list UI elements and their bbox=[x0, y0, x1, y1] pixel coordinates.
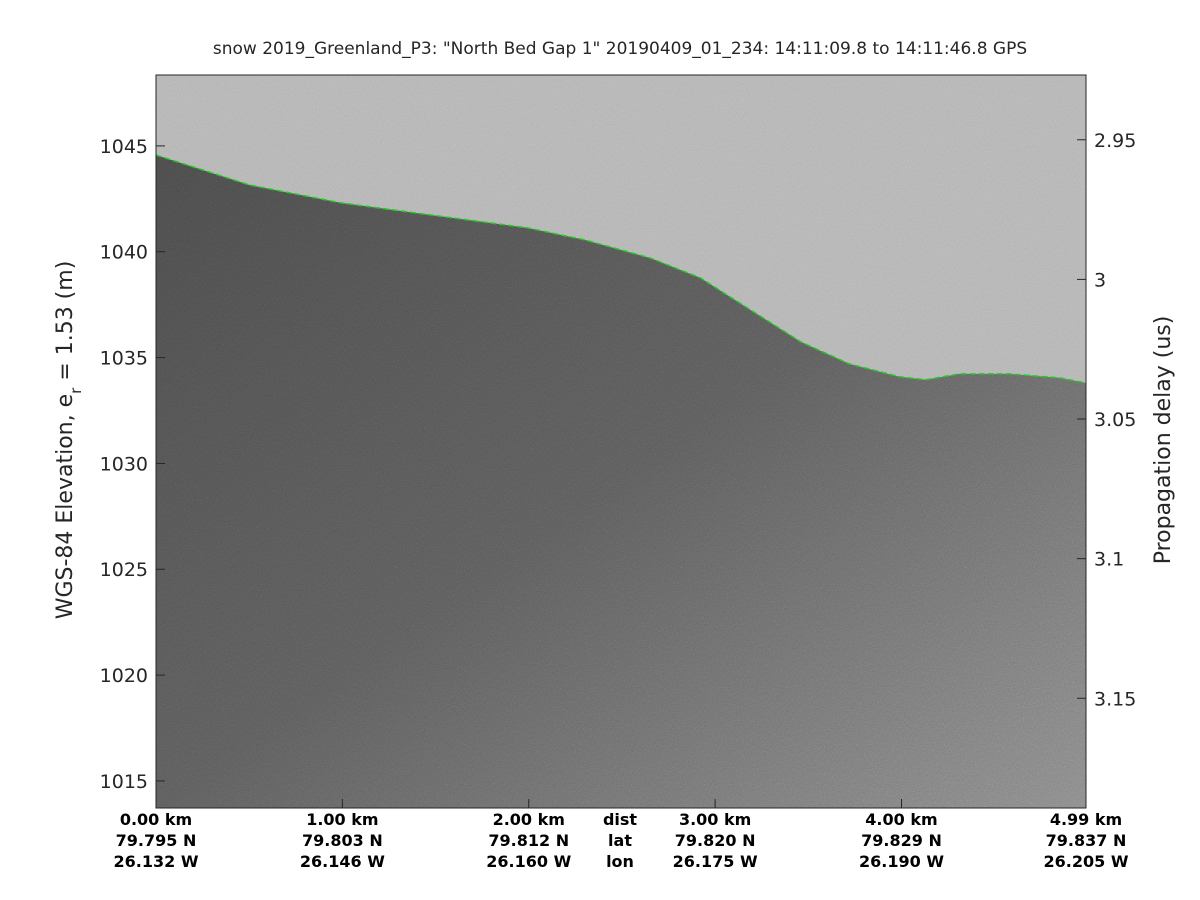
y-label-text: WGS-84 Elevation, e bbox=[53, 394, 78, 619]
y-axis-label: WGS-84 Elevation, er = 1.53 (m) bbox=[53, 261, 85, 620]
x-tick-lat: 79.795 N bbox=[116, 831, 197, 850]
y-label-suffix: = 1.53 (m) bbox=[53, 261, 78, 388]
x-tick-label: 4.00 km bbox=[865, 810, 937, 829]
y2-tick-label: 3 bbox=[1094, 269, 1106, 291]
y-label-subscript: r bbox=[67, 387, 85, 394]
y2-tick-label: 3.1 bbox=[1094, 549, 1124, 571]
y2-tick-label: 2.95 bbox=[1094, 130, 1136, 152]
x-tick-lat: 79.820 N bbox=[675, 831, 756, 850]
row-label: lat bbox=[608, 831, 632, 850]
x-tick-lat: 79.829 N bbox=[861, 831, 942, 850]
row-label: dist bbox=[603, 810, 637, 829]
y2-axis-label: Propagation delay (us) bbox=[1151, 316, 1176, 565]
y2-tick-label: 3.05 bbox=[1094, 409, 1136, 431]
x-tick-label: 1.00 km bbox=[306, 810, 378, 829]
x-tick-lat: 79.803 N bbox=[302, 831, 383, 850]
y-tick-label: 1030 bbox=[100, 453, 148, 475]
y-tick-label: 1035 bbox=[100, 348, 148, 370]
chart-title: snow 2019_Greenland_P3: "North Bed Gap 1… bbox=[213, 39, 1027, 59]
echogram-image bbox=[156, 75, 1086, 808]
y-tick-label: 1040 bbox=[100, 242, 148, 264]
x-tick-lon: 26.132 W bbox=[114, 852, 199, 871]
x-tick-lat: 79.837 N bbox=[1046, 831, 1127, 850]
row-label: lon bbox=[606, 852, 634, 871]
x-tick-lon: 26.175 W bbox=[673, 852, 758, 871]
x-tick-label: 0.00 km bbox=[120, 810, 192, 829]
x-tick-label: 2.00 km bbox=[493, 810, 565, 829]
y-tick-label: 1025 bbox=[100, 559, 148, 581]
y-tick-label: 1015 bbox=[100, 771, 148, 793]
x-tick-lon: 26.146 W bbox=[300, 852, 385, 871]
x-tick-label: 3.00 km bbox=[679, 810, 751, 829]
x-tick-lon: 26.190 W bbox=[859, 852, 944, 871]
y-tick-label: 1020 bbox=[100, 665, 148, 687]
y-tick-label: 1045 bbox=[100, 136, 148, 158]
plot-frame bbox=[155, 74, 1087, 809]
axes-layer: 1015 1020 1025 1030 1035 1040 1045 2.95 3 3.05 3.1… bbox=[100, 130, 1137, 871]
x-tick-lon: 26.160 W bbox=[486, 852, 571, 871]
x-tick-lat: 79.812 N bbox=[488, 831, 569, 850]
x-tick-lon: 26.205 W bbox=[1044, 852, 1129, 871]
x-tick-label: 4.99 km bbox=[1050, 810, 1122, 829]
y2-tick-label: 3.15 bbox=[1094, 688, 1136, 710]
